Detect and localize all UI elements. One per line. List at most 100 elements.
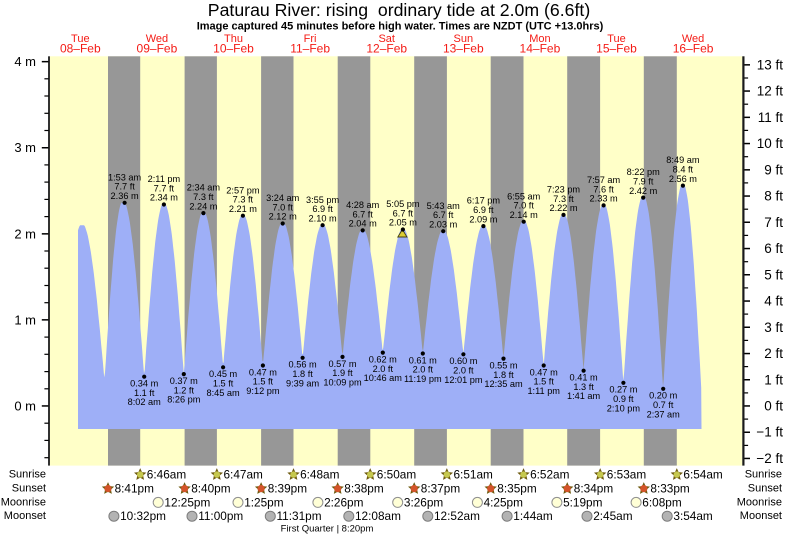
svg-text:12–Feb: 12–Feb <box>366 42 407 56</box>
svg-text:3:55 pm: 3:55 pm <box>306 195 340 205</box>
svg-text:−1 ft: −1 ft <box>756 425 783 440</box>
svg-text:Sunrise: Sunrise <box>745 469 782 481</box>
svg-text:Moonset: Moonset <box>740 510 782 522</box>
svg-text:2.22 m: 2.22 m <box>549 203 577 213</box>
svg-text:7.0 ft: 7.0 ft <box>513 201 534 211</box>
svg-text:7.3 ft: 7.3 ft <box>553 194 574 204</box>
svg-text:0.9 ft: 0.9 ft <box>613 394 634 404</box>
svg-text:2.0 ft: 2.0 ft <box>453 366 474 376</box>
svg-text:0.37 m: 0.37 m <box>170 376 198 386</box>
svg-text:2:10 pm: 2:10 pm <box>607 403 641 413</box>
svg-text:8:37pm: 8:37pm <box>421 482 461 496</box>
svg-text:6 ft: 6 ft <box>764 241 783 256</box>
svg-text:7:57 am: 7:57 am <box>587 175 621 185</box>
svg-text:13 ft: 13 ft <box>757 57 784 72</box>
svg-text:2:26pm: 2:26pm <box>324 495 364 509</box>
svg-text:Wed: Wed <box>146 33 168 45</box>
svg-text:1:41 am: 1:41 am <box>567 391 601 401</box>
svg-text:7:23 pm: 7:23 pm <box>547 185 581 195</box>
svg-text:1.1 ft: 1.1 ft <box>134 388 155 398</box>
svg-text:12 ft: 12 ft <box>757 84 784 99</box>
svg-text:8:22 pm: 8:22 pm <box>627 167 661 177</box>
svg-text:1 m: 1 m <box>14 312 36 327</box>
svg-text:11 ft: 11 ft <box>758 110 784 125</box>
svg-text:6:51am: 6:51am <box>454 468 494 482</box>
svg-text:−2 ft: −2 ft <box>756 451 783 466</box>
svg-text:2.34 m: 2.34 m <box>150 193 178 203</box>
svg-text:2 m: 2 m <box>14 226 36 241</box>
svg-text:4:28 am: 4:28 am <box>346 200 380 210</box>
svg-text:2.33 m: 2.33 m <box>590 194 618 204</box>
svg-text:1.5 ft: 1.5 ft <box>253 377 274 387</box>
svg-text:2.09 m: 2.09 m <box>469 214 497 224</box>
svg-text:Fri: Fri <box>304 33 317 45</box>
svg-text:5:43 am: 5:43 am <box>427 201 461 211</box>
svg-text:1.5 ft: 1.5 ft <box>213 379 234 389</box>
svg-text:7.7 ft: 7.7 ft <box>154 183 175 193</box>
svg-text:7 ft: 7 ft <box>764 215 783 230</box>
svg-text:11–Feb: 11–Feb <box>290 42 330 56</box>
svg-text:1:25pm: 1:25pm <box>244 495 284 509</box>
svg-text:11:00pm: 11:00pm <box>198 509 243 523</box>
svg-text:6:55 am: 6:55 am <box>507 191 541 201</box>
svg-text:0.60 m: 0.60 m <box>449 356 477 366</box>
svg-text:0.27 m: 0.27 m <box>609 385 637 395</box>
svg-text:12:52am: 12:52am <box>434 509 480 523</box>
svg-text:2 ft: 2 ft <box>764 346 783 361</box>
svg-text:7.6 ft: 7.6 ft <box>593 184 614 194</box>
svg-text:8.4 ft: 8.4 ft <box>673 165 694 175</box>
svg-text:Sunrise: Sunrise <box>9 469 46 481</box>
svg-text:6.7 ft: 6.7 ft <box>433 210 454 220</box>
svg-text:2.10 m: 2.10 m <box>309 213 337 223</box>
svg-text:13–Feb: 13–Feb <box>443 42 484 56</box>
svg-text:3 ft: 3 ft <box>764 320 783 335</box>
svg-text:8:39pm: 8:39pm <box>268 482 308 496</box>
svg-text:3:26pm: 3:26pm <box>404 495 444 509</box>
svg-text:Mon: Mon <box>529 33 550 45</box>
svg-text:6:53am: 6:53am <box>607 468 647 482</box>
svg-text:4 ft: 4 ft <box>764 294 783 309</box>
svg-text:6:08pm: 6:08pm <box>642 495 682 509</box>
svg-text:8 ft: 8 ft <box>764 189 783 204</box>
svg-text:5:05 pm: 5:05 pm <box>386 199 420 209</box>
svg-text:Tue: Tue <box>71 33 90 45</box>
svg-text:6.7 ft: 6.7 ft <box>393 208 414 218</box>
svg-text:0.62 m: 0.62 m <box>369 355 397 365</box>
svg-text:3:24 am: 3:24 am <box>266 193 300 203</box>
svg-text:2:11 pm: 2:11 pm <box>148 174 181 184</box>
svg-text:9 ft: 9 ft <box>764 162 783 177</box>
svg-text:10–Feb: 10–Feb <box>213 42 254 56</box>
svg-text:1.8 ft: 1.8 ft <box>493 370 514 380</box>
svg-text:8:38pm: 8:38pm <box>344 482 384 496</box>
svg-text:6:54am: 6:54am <box>683 468 723 482</box>
svg-text:Tue: Tue <box>607 33 626 45</box>
svg-text:8:35pm: 8:35pm <box>497 482 537 496</box>
svg-text:2.36 m: 2.36 m <box>111 191 139 201</box>
svg-text:1.3 ft: 1.3 ft <box>573 382 594 392</box>
svg-text:Sat: Sat <box>378 33 395 45</box>
svg-text:5:19pm: 5:19pm <box>563 495 603 509</box>
svg-text:Paturau River: rising ordinar: Paturau River: rising ordinary tide at 2… <box>208 0 590 20</box>
svg-text:7.3 ft: 7.3 ft <box>193 192 214 202</box>
svg-text:0.45 m: 0.45 m <box>209 369 237 379</box>
svg-text:2.14 m: 2.14 m <box>510 210 538 220</box>
svg-text:0.7 ft: 0.7 ft <box>653 400 674 410</box>
svg-text:2.42 m: 2.42 m <box>629 186 657 196</box>
svg-text:12:01 pm: 12:01 pm <box>444 375 483 385</box>
svg-text:2:45am: 2:45am <box>593 509 633 523</box>
svg-text:16–Feb: 16–Feb <box>673 42 714 56</box>
svg-text:8:02 am: 8:02 am <box>128 397 162 407</box>
svg-text:8:33pm: 8:33pm <box>650 482 690 496</box>
svg-text:Thu: Thu <box>224 33 243 45</box>
svg-text:14–Feb: 14–Feb <box>520 42 561 56</box>
svg-text:9:12 pm: 9:12 pm <box>246 386 280 396</box>
svg-text:2.0 ft: 2.0 ft <box>373 364 394 374</box>
svg-text:08–Feb: 08–Feb <box>60 42 101 56</box>
svg-text:0.47 m: 0.47 m <box>249 367 277 377</box>
svg-text:0.20 m: 0.20 m <box>649 391 677 401</box>
svg-text:12:08am: 12:08am <box>355 509 401 523</box>
svg-text:11:31pm: 11:31pm <box>277 509 322 523</box>
svg-text:2.24 m: 2.24 m <box>189 201 217 211</box>
svg-text:10:32pm: 10:32pm <box>120 509 166 523</box>
svg-text:8:40pm: 8:40pm <box>191 482 231 496</box>
